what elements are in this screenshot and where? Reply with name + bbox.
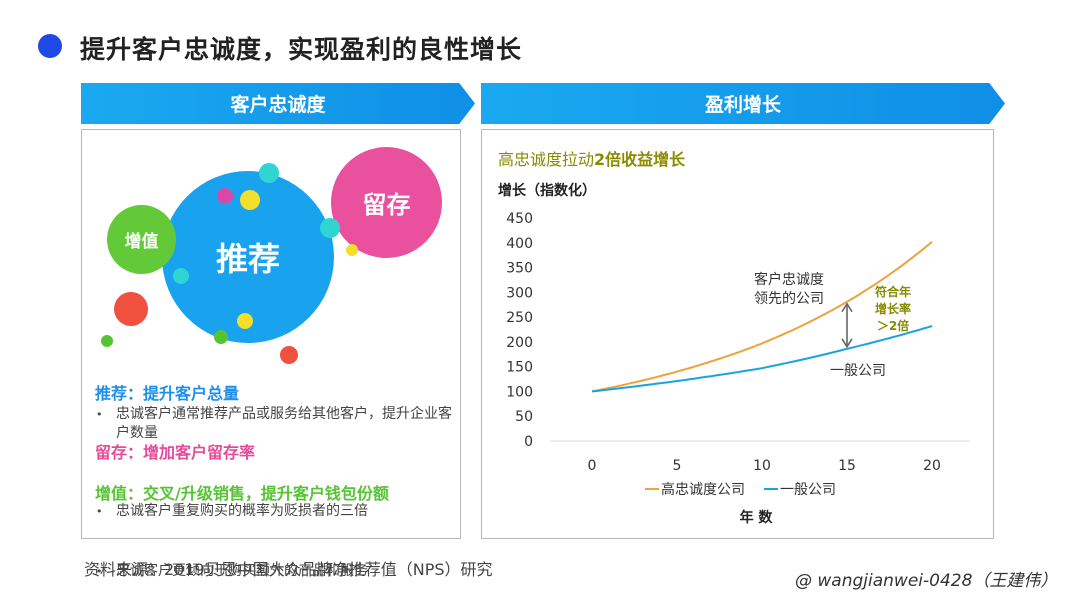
annotation-average: 一般公司 — [830, 363, 886, 379]
banner-label: 盈利增长 — [704, 94, 781, 116]
deco-circle — [173, 268, 189, 284]
deco-circle — [114, 292, 148, 326]
banner-customer-loyalty: 客户忠诚度 — [81, 83, 475, 124]
deco-circle — [214, 330, 228, 344]
legend-label-average: 一般公司 — [780, 482, 836, 498]
chart-y-axis-label: 增长（指数化） — [498, 183, 596, 199]
title-bullet-icon — [38, 34, 62, 58]
author-credit: @ wangjianwei-0428（王建伟） — [795, 571, 1058, 591]
gap-arrow-head-up — [841, 302, 853, 313]
x-tick-label: 10 — [753, 458, 771, 474]
banner-label: 客户忠诚度 — [230, 94, 326, 116]
bullet-icon: • — [96, 408, 103, 421]
page-title: 提升客户忠诚度，实现盈利的良性增长 — [80, 35, 523, 64]
chart-subtitle-prefix: 高忠诚度拉动 — [498, 150, 595, 169]
bubble-value-add: 增值 — [107, 205, 176, 274]
bullet-text: 忠诚客户通常推荐产品或服务给其他客户，提升企业客户数量 — [116, 406, 452, 441]
x-tick-label: 20 — [923, 458, 941, 474]
section-value-add-bullet: • 忠诚客户更倾向于购买额外的产品和服务 — [94, 562, 454, 581]
chart-subtitle-emph: 2倍收益增长 — [594, 150, 686, 169]
section-retain-bullet: • 忠诚客户重复购买的概率为贬损者的三倍 — [94, 502, 454, 521]
y-tick-label: 450 — [506, 211, 533, 227]
bubble-recommend-label: 推荐 — [215, 240, 280, 278]
deco-circle — [259, 163, 279, 183]
bullet-icon: • — [96, 505, 103, 518]
legend-label-high-loyalty: 高忠诚度公司 — [661, 481, 745, 498]
bullet-text: 忠诚客户更倾向于购买额外的产品和服务 — [116, 563, 368, 579]
y-tick-label: 300 — [506, 285, 533, 301]
series-line-high-loyalty — [591, 241, 933, 393]
x-tick-label: 0 — [588, 458, 597, 474]
deco-circle — [240, 190, 260, 210]
chart-subtitle: 高忠诚度拉动2倍收益增长 — [498, 146, 685, 170]
bullet-text: 忠诚客户重复购买的概率为贬损者的三倍 — [116, 503, 368, 519]
bubble-value-add-label: 增值 — [124, 232, 159, 252]
y-tick-label: 200 — [506, 335, 533, 351]
deco-circle — [280, 346, 298, 364]
x-axis-label: 年 数 — [740, 509, 774, 526]
annotation-growth-line3: ＞2倍 — [877, 318, 909, 333]
y-tick-label: 400 — [506, 236, 533, 252]
x-tick-label: 5 — [673, 458, 682, 474]
annotation-leader-line2: 领先的公司 — [754, 291, 824, 307]
y-tick-label: 0 — [524, 434, 533, 450]
bullet-icon: • — [96, 565, 103, 578]
section-value-add-heading: 增值：交叉/升级销售，提升客户钱包份额 — [95, 484, 389, 503]
y-tick-label: 50 — [515, 409, 533, 425]
deco-circle — [217, 188, 233, 204]
annotation-growth-line2: 增长率 — [875, 301, 911, 316]
y-tick-label: 250 — [506, 310, 533, 326]
annotation-growth-line1: 符合年 — [875, 284, 911, 299]
section-retain-heading: 留存：增加客户留存率 — [95, 443, 256, 462]
y-tick-label: 100 — [506, 384, 533, 400]
x-tick-label: 15 — [838, 458, 856, 474]
source-note: 资料来源：2019贝恩中国大众品牌净推荐值（NPS）研究 — [84, 560, 493, 579]
deco-circle — [237, 313, 253, 329]
bubble-retain-label: 留存 — [362, 191, 411, 219]
bubble-retain: 留存 — [331, 147, 442, 258]
y-tick-label: 150 — [506, 360, 533, 376]
annotation-leader-line1: 客户忠诚度 — [754, 271, 824, 288]
y-tick-label: 350 — [506, 261, 533, 277]
series-line-average — [591, 325, 933, 393]
deco-circle — [346, 244, 358, 256]
deco-circle — [320, 218, 340, 238]
gap-arrow-head-down — [841, 338, 853, 349]
section-recommend-heading: 推荐：提升客户总量 — [95, 384, 240, 403]
chart-panel — [481, 129, 994, 539]
section-recommend-bullet: • 忠诚客户通常推荐产品或服务给其他客户，提升企业客户数量 — [94, 405, 454, 443]
banner-profit-growth: 盈利增长 — [481, 83, 1005, 124]
deco-circle — [101, 335, 113, 347]
